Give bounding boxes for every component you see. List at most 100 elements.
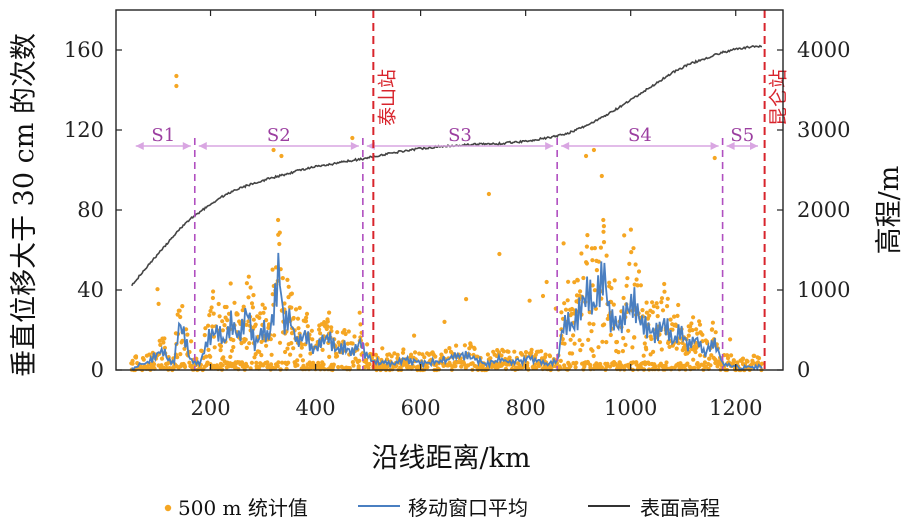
scatter-point <box>602 322 607 327</box>
scatter-point <box>252 355 257 360</box>
scatter-point <box>611 302 616 307</box>
scatter-point <box>309 328 314 333</box>
scatter-point <box>592 288 598 293</box>
scatter-point <box>563 307 569 312</box>
y-left-tick-label: 40 <box>77 278 104 302</box>
scatter-point <box>638 283 644 288</box>
scatter-point <box>231 338 236 343</box>
scatter-point <box>269 352 274 357</box>
scatter-point <box>317 327 322 332</box>
scatter-point <box>631 246 636 251</box>
scatter-point <box>159 356 165 361</box>
scatter-point <box>295 316 301 321</box>
scatter-point <box>285 277 290 282</box>
scatter-point <box>709 327 715 332</box>
scatter-point <box>184 327 189 332</box>
scatter-point <box>249 301 255 306</box>
scatter-point <box>662 281 667 287</box>
scatter-point <box>604 253 609 258</box>
scatter-point <box>626 328 631 333</box>
scatter-point <box>627 261 632 266</box>
scatter-point <box>578 348 583 353</box>
segment-arrowhead-right <box>350 142 359 150</box>
x-tick-label: 600 <box>401 396 441 420</box>
scatter-point <box>228 354 233 359</box>
scatter-point <box>305 324 310 329</box>
segment-arrowhead-left <box>561 142 570 150</box>
scatter-point <box>598 361 603 367</box>
scatter-point <box>304 315 309 320</box>
scatter-point <box>585 233 590 238</box>
scatter-point <box>257 349 262 354</box>
scatter-point <box>243 337 248 342</box>
scatter-point <box>303 319 309 324</box>
scatter-point <box>308 351 313 356</box>
scatter-point <box>659 347 664 352</box>
scatter-point <box>133 355 139 360</box>
scatter-point <box>620 349 626 354</box>
segment-arrowhead-right <box>182 142 191 150</box>
scatter-point <box>270 292 275 297</box>
scatter-point <box>248 285 253 290</box>
scatter-point <box>669 367 674 372</box>
scatter-point <box>217 314 222 319</box>
scatter-point <box>579 251 584 256</box>
scatter-point <box>356 364 361 369</box>
scatter-point <box>544 279 549 285</box>
scatter-point <box>486 191 491 197</box>
scatter-point <box>700 332 705 337</box>
scatter-point <box>582 364 587 369</box>
scatter-point <box>222 323 227 328</box>
scatter-point <box>676 302 681 308</box>
scatter-point <box>211 334 216 339</box>
scatter-point <box>442 319 447 324</box>
scatter-point <box>247 341 252 346</box>
scatter-point <box>659 296 665 301</box>
scatter-point <box>264 343 269 348</box>
scatter-point <box>605 316 610 321</box>
scatter-point <box>350 341 355 346</box>
scatter-point <box>573 365 578 370</box>
scatter-point <box>589 246 595 251</box>
scatter-point <box>662 289 667 294</box>
scatter-point <box>182 363 187 368</box>
scatter-point <box>572 280 577 285</box>
scatter-point <box>713 360 718 366</box>
y-left-tick-label: 0 <box>91 358 104 382</box>
scatter-point <box>229 348 234 353</box>
scatter-point <box>269 362 274 367</box>
scatter-point <box>321 362 326 367</box>
scatter-point <box>235 312 240 317</box>
station-label: 泰山站 <box>376 69 398 126</box>
scatter-point <box>578 289 583 294</box>
scatter-point <box>652 363 657 368</box>
scatter-point <box>346 329 351 334</box>
scatter-point <box>539 349 544 354</box>
scatter-point <box>464 297 469 302</box>
scatter-point <box>425 365 430 370</box>
scatter-point <box>351 363 356 368</box>
scatter-point <box>454 343 459 348</box>
scatter-point <box>244 322 249 327</box>
scatter-point <box>581 275 586 281</box>
scatter-point <box>286 360 291 365</box>
scatter-point <box>547 353 552 358</box>
scatter-point <box>259 353 264 358</box>
scatter-point <box>270 267 275 272</box>
scatter-point <box>693 349 698 355</box>
scatter-point <box>295 358 300 363</box>
scatter-point <box>251 317 256 322</box>
scatter-point <box>271 147 276 153</box>
scatter-point <box>485 352 490 357</box>
x-tick-label: 1200 <box>709 396 762 420</box>
scatter-point <box>206 347 211 352</box>
scatter-point <box>204 354 209 359</box>
scatter-point <box>565 298 570 303</box>
scatter-point <box>413 350 418 355</box>
scatter-point <box>250 305 255 310</box>
segment-arrowhead-right <box>749 142 758 150</box>
scatter-point <box>258 311 263 316</box>
scatter-point <box>210 295 215 301</box>
scatter-point <box>673 322 678 327</box>
scatter-point <box>462 362 467 367</box>
